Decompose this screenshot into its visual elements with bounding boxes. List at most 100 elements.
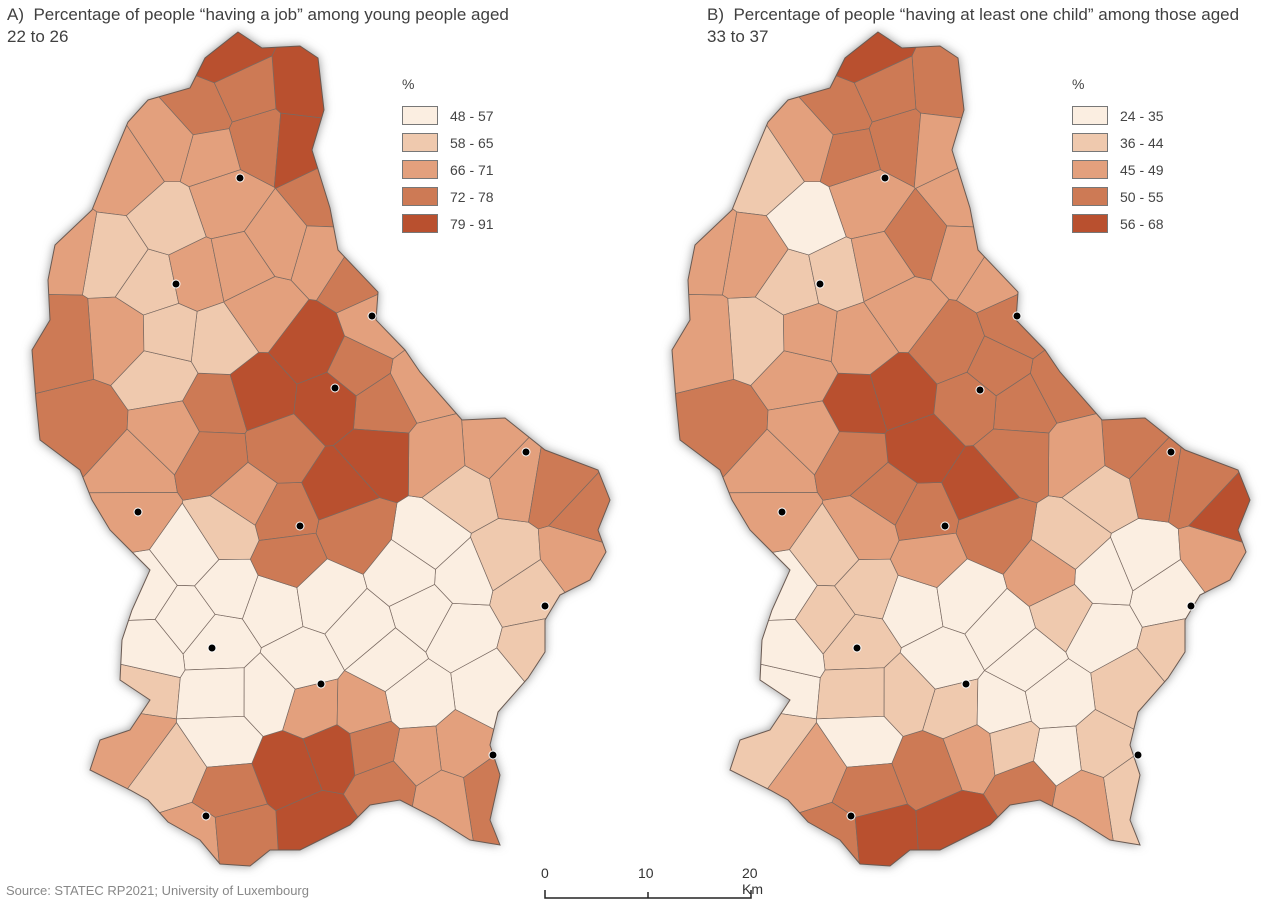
legend-item: 58 - 65 [402, 129, 494, 156]
legend-item: 79 - 91 [402, 210, 494, 237]
town-marker [540, 601, 550, 611]
municipality-area [209, 461, 278, 526]
municipality-area [528, 251, 610, 530]
town-marker [880, 173, 890, 183]
municipality-area [463, 740, 610, 866]
municipality-area [213, 55, 277, 123]
legend-swatch [1072, 106, 1108, 125]
municipality-area [883, 652, 936, 737]
municipality-area [1002, 539, 1076, 607]
town-marker [295, 521, 305, 531]
legend-item: 66 - 71 [402, 156, 494, 183]
municipality-area [672, 549, 818, 626]
map-a-zones [31, 31, 611, 867]
town-marker [207, 643, 217, 653]
map-b-legend: % 24 - 35 36 - 44 45 - 49 50 - 55 56 - 6… [1072, 76, 1164, 237]
municipality-area [349, 720, 400, 776]
municipality-area [983, 627, 1069, 693]
map-b-title: B) Percentage of people “having at least… [707, 5, 1244, 46]
municipality-area [125, 181, 207, 256]
municipality-area [672, 143, 738, 296]
legend-item: 50 - 55 [1072, 183, 1164, 210]
town-marker [171, 279, 181, 289]
municipality-area [672, 619, 826, 678]
legend-label: 50 - 55 [1120, 188, 1164, 205]
municipality-area [275, 789, 402, 866]
legend-label: 72 - 78 [450, 188, 494, 205]
town-marker [201, 811, 211, 821]
map-b-zones [671, 31, 1251, 867]
town-marker [940, 521, 950, 531]
legend-unit: % [402, 76, 415, 92]
map-a-towns [133, 173, 550, 821]
town-marker [1012, 311, 1022, 321]
town-marker [330, 383, 340, 393]
town-marker [1186, 601, 1196, 611]
municipality-area [989, 720, 1040, 776]
map-b [671, 31, 1251, 867]
map-a-title: A) Percentage of people “having a job” a… [7, 5, 514, 46]
legend-item: 56 - 68 [1072, 210, 1164, 237]
municipality-area [143, 303, 198, 362]
municipality-area [1168, 251, 1250, 530]
town-marker [235, 173, 245, 183]
town-marker [367, 311, 377, 321]
municipality-area [816, 667, 885, 720]
town-marker [488, 750, 498, 760]
municipalities [672, 32, 1250, 866]
municipality-area [250, 532, 328, 588]
legend-label: 66 - 71 [450, 161, 494, 178]
legend-item: 72 - 78 [402, 183, 494, 210]
legend-unit: % [1072, 76, 1085, 92]
legend-item: 24 - 35 [1072, 102, 1164, 129]
legend-item: 36 - 44 [1072, 129, 1164, 156]
map-a-legend: % 48 - 57 58 - 65 66 - 71 72 - 78 79 - 9… [402, 76, 494, 237]
legend-item: 45 - 49 [1072, 156, 1164, 183]
town-marker [815, 279, 825, 289]
legend-item: 48 - 57 [402, 102, 494, 129]
municipality-area [915, 789, 1042, 866]
municipality-area [332, 428, 410, 504]
municipality-area [174, 431, 249, 501]
municipality-area [850, 231, 916, 303]
municipality-area [794, 585, 856, 655]
town-marker [521, 447, 531, 457]
municipality-area [210, 231, 276, 303]
town-marker [777, 507, 787, 517]
municipality-area [176, 667, 245, 720]
source-note: Source: STATEC RP2021; University of Lux… [6, 883, 309, 898]
legend-swatch [1072, 214, 1108, 233]
municipality-area [765, 181, 847, 256]
legend-label: 48 - 57 [450, 107, 494, 124]
legend-label: 45 - 49 [1120, 161, 1164, 178]
municipality-area [849, 461, 918, 526]
municipality-area [32, 549, 178, 626]
municipality-area [214, 803, 281, 866]
municipality-area [1103, 740, 1250, 866]
scale-label-10: 10 [638, 865, 654, 881]
legend-swatch [402, 214, 438, 233]
municipality-area [913, 112, 1045, 189]
town-marker [961, 679, 971, 689]
legend-label: 79 - 91 [450, 215, 494, 232]
legend-swatch [402, 106, 438, 125]
legend-swatch [1072, 187, 1108, 206]
town-marker [133, 507, 143, 517]
municipality-area [243, 652, 296, 737]
legend-swatch [1072, 160, 1108, 179]
municipality-area [854, 803, 921, 866]
scale-label-20: 20 Km [742, 865, 763, 897]
town-marker [975, 385, 985, 395]
municipality-area [853, 55, 917, 123]
scale-label-0: 0 [541, 865, 549, 881]
municipality-area [273, 112, 405, 189]
legend-swatch [402, 187, 438, 206]
country-border [671, 31, 1251, 867]
legend-label: 24 - 35 [1120, 107, 1164, 124]
map-b-towns [777, 173, 1196, 821]
legend-label: 36 - 44 [1120, 134, 1164, 151]
town-marker [1166, 447, 1176, 457]
municipality-area [154, 585, 216, 655]
legend-swatch [402, 160, 438, 179]
scale-bar-line [544, 890, 752, 899]
